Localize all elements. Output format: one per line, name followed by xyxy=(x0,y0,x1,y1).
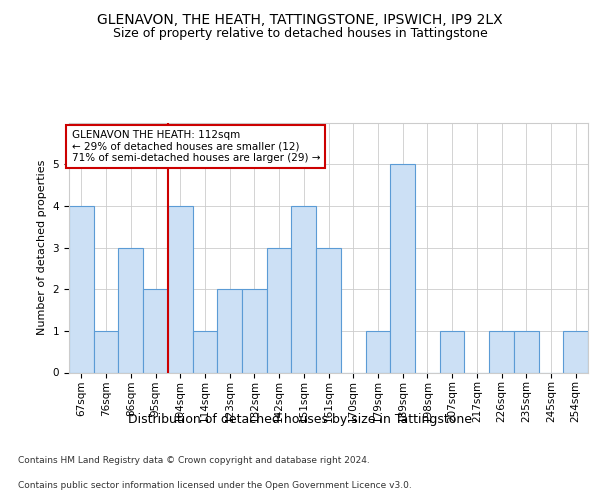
Bar xyxy=(514,331,539,372)
Bar xyxy=(94,331,118,372)
Bar xyxy=(489,331,514,372)
Bar xyxy=(118,248,143,372)
Bar xyxy=(267,248,292,372)
Bar xyxy=(217,289,242,372)
Bar xyxy=(365,331,390,372)
Text: GLENAVON THE HEATH: 112sqm
← 29% of detached houses are smaller (12)
71% of semi: GLENAVON THE HEATH: 112sqm ← 29% of deta… xyxy=(71,130,320,163)
Bar xyxy=(292,206,316,372)
Bar xyxy=(440,331,464,372)
Bar xyxy=(168,206,193,372)
Text: Size of property relative to detached houses in Tattingstone: Size of property relative to detached ho… xyxy=(113,28,487,40)
Text: Contains public sector information licensed under the Open Government Licence v3: Contains public sector information licen… xyxy=(18,481,412,490)
Y-axis label: Number of detached properties: Number of detached properties xyxy=(37,160,47,335)
Bar xyxy=(390,164,415,372)
Bar xyxy=(193,331,217,372)
Text: GLENAVON, THE HEATH, TATTINGSTONE, IPSWICH, IP9 2LX: GLENAVON, THE HEATH, TATTINGSTONE, IPSWI… xyxy=(97,12,503,26)
Text: Contains HM Land Registry data © Crown copyright and database right 2024.: Contains HM Land Registry data © Crown c… xyxy=(18,456,370,465)
Bar xyxy=(242,289,267,372)
Bar xyxy=(316,248,341,372)
Text: Distribution of detached houses by size in Tattingstone: Distribution of detached houses by size … xyxy=(128,412,472,426)
Bar xyxy=(69,206,94,372)
Bar xyxy=(143,289,168,372)
Bar xyxy=(563,331,588,372)
